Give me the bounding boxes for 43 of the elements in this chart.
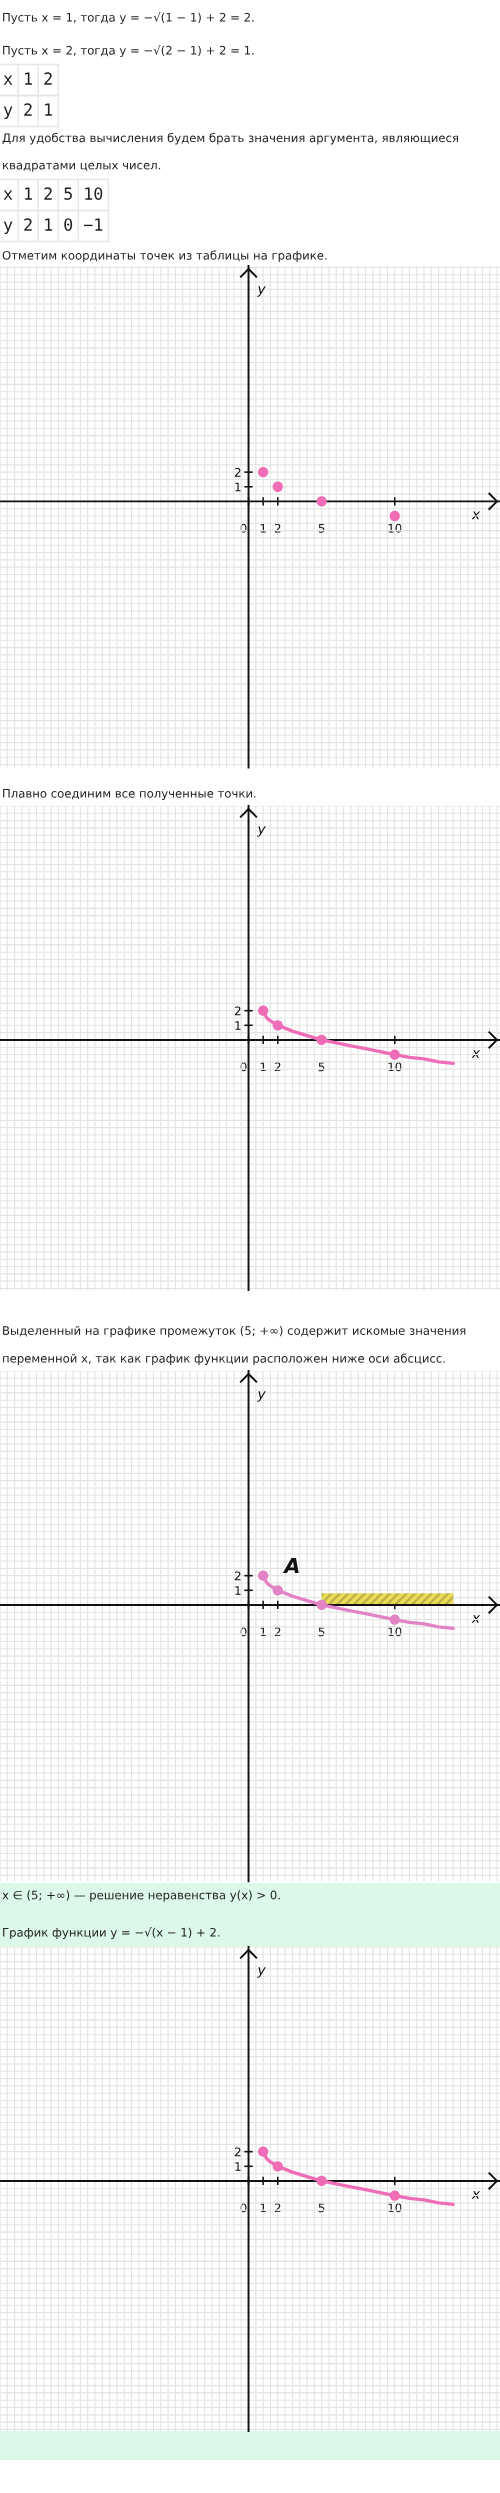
text: y 2 1 0 −1: [3, 218, 103, 235]
x-tick-label: 0: [240, 2203, 247, 2213]
x-tick-label: 1: [260, 1627, 266, 1637]
x-tick-label: 10: [388, 2203, 402, 2213]
text: Для удобства вычисления будем брать значения аргумента, являющиеся квадратами целых чисел.: [2, 133, 458, 172]
x-tick-label: 1: [260, 2203, 266, 2213]
chart-title: Выделенный на графике промежуток (5; +∞) содержит искомые значения переменной x, так как график функции расположен ниже оси абсцисс.: [3, 1325, 466, 1365]
x-tick-label: 2: [274, 2203, 281, 2213]
y-axis-title: y: [257, 826, 266, 837]
y-tick-label: 2: [234, 467, 241, 477]
y-tick-label: 2: [234, 1006, 241, 1016]
y-tick-label: 2: [234, 1571, 241, 1581]
y-axis-title: y: [257, 1967, 266, 1978]
x-tick-label: 2: [274, 1627, 281, 1637]
text: Пусть x = 2, тогда y = −√(2 − 1) + 2 = 1.: [3, 45, 254, 57]
text: x 1 2: [3, 72, 52, 85]
x-tick-label: 5: [318, 2203, 325, 2213]
x-tick-label: 2: [274, 523, 281, 533]
x-tick-label: 5: [318, 1062, 325, 1072]
x-tick-label: 5: [318, 523, 325, 533]
annotation: A: [282, 1557, 299, 1574]
x-tick-label: 10: [388, 1062, 402, 1072]
chart-title: Плавно соединим все полученные точки.: [3, 789, 256, 800]
y-tick-label: 1: [235, 1021, 241, 1030]
y-tick-label: 1: [235, 482, 241, 492]
x-tick-label: 2: [274, 1062, 281, 1072]
y-axis-title: y: [257, 1391, 266, 1402]
chart-title: Отметим координаты точек из таблицы на графике.: [2, 250, 327, 262]
y-tick-label: 2: [234, 2147, 241, 2157]
text: x 1 2 5 10: [3, 187, 103, 200]
x-tick-label: 0: [240, 1062, 247, 1072]
y-tick-label: 1: [235, 1586, 241, 1595]
y-axis-title: y: [257, 286, 266, 297]
text: Пусть x = 1, тогда y = −√(1 − 1) + 2 = 2.: [3, 12, 254, 24]
x-tick-label: 5: [318, 1627, 325, 1637]
x-tick-label: 1: [260, 1062, 266, 1072]
chart-title: График функции y = −√(x − 1) + 2.: [3, 1927, 220, 1939]
x-tick-label: 10: [388, 1627, 402, 1637]
x-tick-label: 0: [240, 1627, 247, 1637]
text: x ∈ (5; +∞) — решение неравенства y(x) > 0.: [2, 1890, 280, 1902]
x-axis-title: x: [471, 511, 481, 520]
y-tick-label: 1: [235, 2162, 241, 2171]
text: y 2 1: [3, 103, 53, 120]
